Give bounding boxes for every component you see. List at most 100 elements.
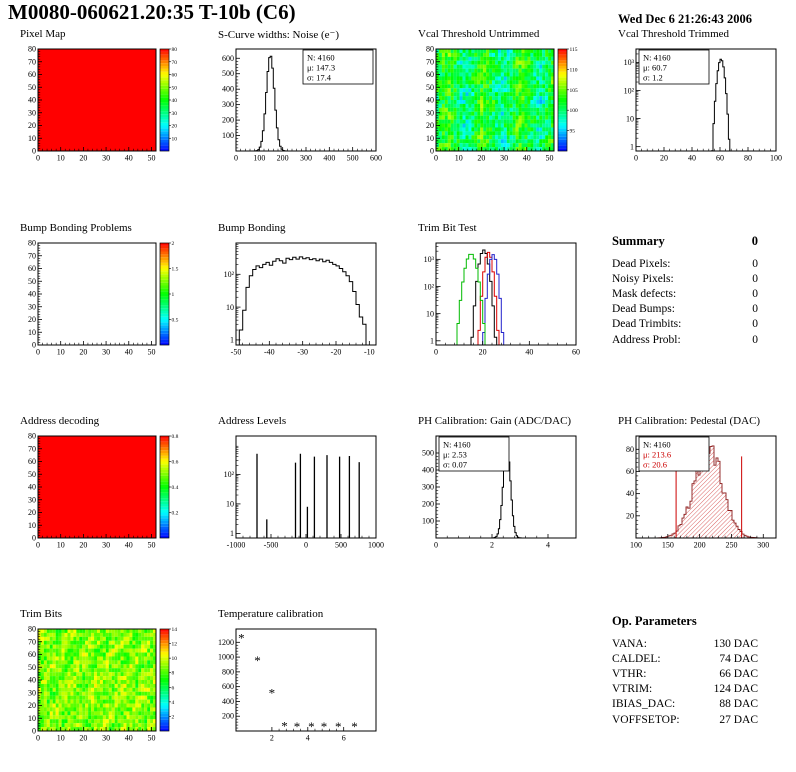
- plot-pixel-map: Pixel Map 0 10 20 30 40 50 0 10 20 30 40 50 60 70 80 10…: [8, 28, 204, 179]
- svg-text:800: 800: [222, 667, 234, 676]
- svg-text:500: 500: [335, 541, 347, 550]
- svg-text:200: 200: [277, 154, 289, 163]
- svg-text:10²: 10²: [424, 282, 435, 291]
- plot-bump-problems: Bump Bonding Problems 0 10 20 30 40 50 0 10 20 30…: [8, 222, 204, 373]
- svg-text:60: 60: [626, 467, 634, 476]
- svg-text:100: 100: [630, 541, 642, 550]
- svg-text:40: 40: [125, 348, 133, 357]
- svg-text:0: 0: [32, 534, 36, 543]
- op-parameter-row: IBIAS_DAC: 88 DAC: [612, 697, 758, 712]
- svg-text:10: 10: [28, 714, 36, 723]
- svg-text:150: 150: [662, 541, 674, 550]
- svg-text:30: 30: [102, 348, 110, 357]
- svg-text:20: 20: [172, 124, 178, 130]
- svg-text:8: 8: [172, 671, 175, 677]
- svg-text:60: 60: [28, 70, 36, 79]
- plot-title: Temperature calibration: [218, 608, 324, 620]
- plot-title: Trim Bits: [20, 608, 63, 620]
- svg-text:10³: 10³: [624, 58, 635, 67]
- svg-text:2: 2: [270, 734, 274, 743]
- svg-text:14: 14: [172, 627, 178, 633]
- svg-text:400: 400: [422, 466, 434, 475]
- svg-text:20: 20: [79, 154, 87, 163]
- svg-text:10: 10: [28, 134, 36, 143]
- svg-text:100: 100: [770, 154, 782, 163]
- summary-label: Dead Bumps:: [612, 303, 675, 316]
- svg-text:0: 0: [32, 147, 36, 156]
- svg-text:40: 40: [125, 734, 133, 743]
- svg-text:4: 4: [546, 541, 550, 550]
- op-parameter-row: VOFFSETOP: 27 DAC: [612, 712, 758, 727]
- svg-text:500: 500: [422, 449, 434, 458]
- svg-text:40: 40: [626, 489, 634, 498]
- svg-text:*: *: [294, 719, 301, 734]
- op-parameters-title: Op. Parameters: [612, 614, 697, 628]
- svg-text:10: 10: [57, 541, 65, 550]
- svg-text:0: 0: [32, 727, 36, 736]
- svg-text:50: 50: [28, 663, 36, 672]
- svg-text:*: *: [254, 653, 261, 668]
- svg-text:50: 50: [545, 154, 553, 163]
- svg-text:10: 10: [172, 136, 178, 142]
- op-parameter-label: CALDEL:: [612, 652, 661, 665]
- trimbit-test-chart: 0 20 40 60 1 10 10² 10³: [424, 242, 580, 357]
- svg-text:1200: 1200: [218, 638, 234, 647]
- plot-title: S-Curve widths: Noise (e⁻): [218, 29, 339, 41]
- svg-text:80: 80: [426, 45, 434, 54]
- svg-text:10: 10: [28, 521, 36, 530]
- svg-text:-40: -40: [264, 348, 275, 357]
- svg-text:20: 20: [28, 701, 36, 710]
- svg-text:0.5: 0.5: [172, 318, 179, 324]
- summary-value: 0: [752, 318, 758, 331]
- plot-bump-bonding: Bump Bonding -50 -40 -30 -20 -10 1 10 10²: [206, 222, 402, 373]
- svg-text:70: 70: [28, 444, 36, 453]
- svg-text:10: 10: [226, 500, 234, 509]
- svg-text:0: 0: [36, 541, 40, 550]
- svg-text:20: 20: [28, 315, 36, 324]
- svg-text:12: 12: [172, 642, 178, 648]
- svg-text:10²: 10²: [224, 270, 235, 279]
- svg-text:80: 80: [744, 154, 752, 163]
- svg-text:300: 300: [222, 100, 234, 109]
- svg-text:σ: 20.6: σ: 20.6: [643, 460, 667, 470]
- svg-text:200: 200: [422, 500, 434, 509]
- svg-text:0: 0: [36, 734, 40, 743]
- svg-text:60: 60: [28, 650, 36, 659]
- svg-text:200: 200: [222, 116, 234, 125]
- svg-text:70: 70: [28, 251, 36, 260]
- svg-text:100: 100: [422, 517, 434, 526]
- svg-text:30: 30: [28, 495, 36, 504]
- svg-text:30: 30: [28, 108, 36, 117]
- svg-text:200: 200: [222, 712, 234, 721]
- svg-text:100: 100: [253, 154, 265, 163]
- op-parameter-row: CALDEL: 74 DAC: [612, 651, 758, 666]
- svg-text:40: 40: [172, 98, 178, 104]
- svg-text:0: 0: [434, 541, 438, 550]
- op-parameter-value: 124 DAC: [713, 683, 758, 696]
- svg-text:400: 400: [222, 85, 234, 94]
- svg-text:400: 400: [323, 154, 335, 163]
- svg-text:80: 80: [28, 45, 36, 54]
- svg-text:80: 80: [626, 445, 634, 454]
- svg-text:10: 10: [172, 656, 178, 662]
- trim-bits-chart: 0 10 20 30 40 50 0 10 20 30 40 50 60 70 80 2 4 6 8 10 12 14: [28, 625, 178, 743]
- svg-text:50: 50: [426, 83, 434, 92]
- vcal-untrimmed-chart: 0 10 20 30 40 50 0 10 20 30 40 50 60 70 80 95 100 105 110 1…: [426, 45, 578, 163]
- svg-text:-10: -10: [364, 348, 375, 357]
- plot-title: Pixel Map: [20, 28, 66, 40]
- svg-text:50: 50: [147, 154, 155, 163]
- svg-text:0: 0: [36, 348, 40, 357]
- summary-label: Dead Trimbits:: [612, 318, 682, 331]
- svg-text:80: 80: [28, 239, 36, 248]
- svg-text:30: 30: [28, 688, 36, 697]
- svg-text:10: 10: [426, 309, 434, 318]
- op-parameter-row: VTHR: 66 DAC: [612, 666, 758, 681]
- op-parameter-label: IBIAS_DAC:: [612, 698, 676, 711]
- svg-text:0.6: 0.6: [172, 460, 179, 466]
- plot-vcal-trimmed: Vcal Threshold Trimmed 0 20 40 60 80 100 1 10 10…: [606, 28, 796, 179]
- svg-text:10: 10: [626, 114, 634, 123]
- summary-value: 0: [752, 272, 758, 285]
- svg-text:*: *: [308, 719, 315, 734]
